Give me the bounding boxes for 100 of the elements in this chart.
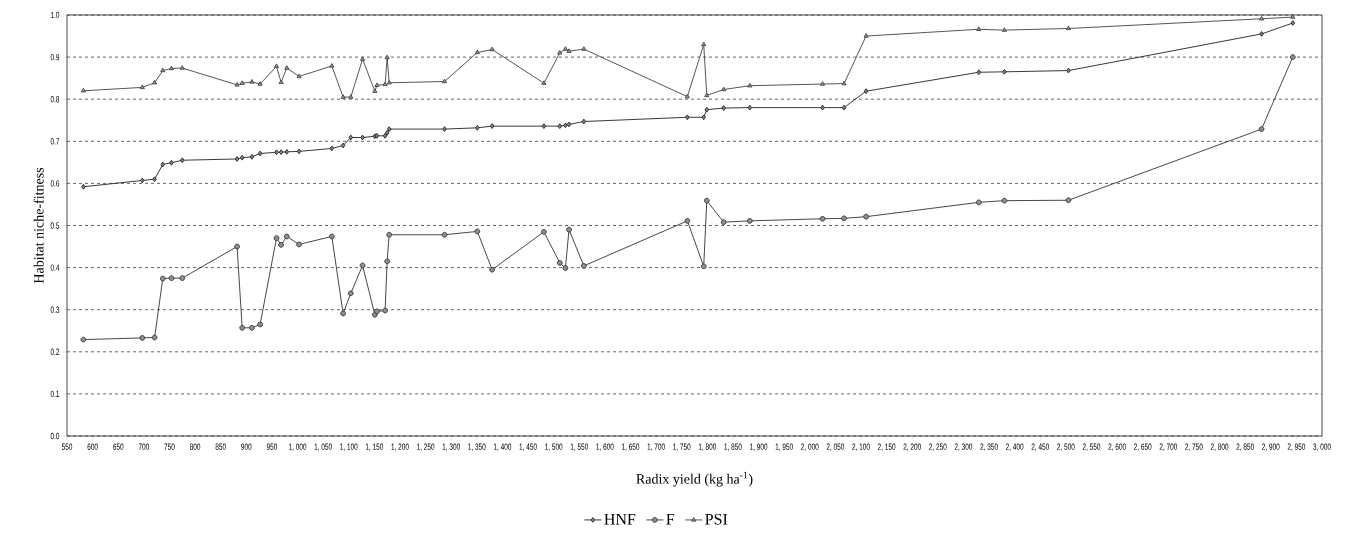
point — [139, 335, 146, 341]
point — [474, 228, 481, 235]
point — [1066, 67, 1071, 74]
point — [348, 134, 354, 141]
point — [841, 104, 847, 111]
point — [863, 88, 869, 95]
point — [747, 104, 753, 111]
point — [489, 123, 495, 129]
point — [152, 176, 157, 183]
point — [704, 106, 710, 113]
point — [581, 118, 587, 125]
x-tick-label: 1, 100 — [340, 443, 358, 451]
point — [382, 307, 388, 314]
x-tick-label: 1, 250 — [417, 443, 435, 451]
point — [863, 213, 869, 220]
point — [249, 154, 255, 160]
point — [239, 80, 245, 85]
point — [278, 79, 284, 85]
point — [374, 308, 380, 315]
point — [284, 65, 290, 70]
point — [441, 231, 448, 238]
point — [541, 80, 547, 85]
point — [160, 67, 166, 73]
point — [234, 82, 240, 87]
x-tick-label: 2, 000 — [801, 443, 819, 451]
point — [684, 218, 691, 224]
y-tick-label: 0.7 — [50, 138, 60, 145]
point — [721, 86, 727, 92]
point — [562, 265, 569, 271]
y-tick-label: 0.2 — [50, 348, 60, 355]
x-tick-label: 650 — [113, 443, 124, 450]
point — [374, 82, 380, 87]
point — [863, 33, 869, 38]
point — [347, 290, 354, 297]
x-tick-label: 1, 000 — [288, 443, 307, 451]
point — [340, 94, 346, 99]
x-tick-label: 2, 900 — [1262, 443, 1280, 451]
x-tick-label: 2, 150 — [877, 443, 896, 451]
point — [296, 241, 302, 248]
point — [296, 73, 302, 79]
legend-label: F — [666, 513, 675, 525]
point — [384, 258, 390, 265]
point — [720, 219, 727, 225]
point — [703, 197, 710, 204]
x-tick-label: 600 — [87, 443, 98, 450]
point — [557, 50, 563, 55]
point — [340, 142, 346, 149]
point — [489, 46, 495, 52]
point — [475, 124, 480, 131]
point — [976, 69, 982, 76]
point — [234, 156, 240, 162]
legend-label: HNF — [604, 513, 636, 525]
point — [278, 149, 284, 156]
x-tick-label: 2, 100 — [852, 443, 870, 451]
x-tick-label: 2, 800 — [1210, 443, 1229, 451]
point — [273, 235, 280, 241]
legend-label: PSI — [705, 513, 728, 525]
x-tick-label: 1, 450 — [519, 443, 537, 451]
point — [563, 122, 568, 129]
point — [360, 134, 365, 141]
point — [1002, 68, 1007, 75]
x-tick-label: 2, 300 — [954, 443, 973, 451]
point — [179, 275, 186, 281]
x-tick-label: 2, 550 — [1082, 443, 1101, 451]
point — [384, 130, 390, 136]
x-tick-label: 2, 400 — [1005, 443, 1024, 451]
point — [975, 199, 982, 206]
point — [489, 266, 496, 273]
point — [1001, 27, 1007, 32]
point — [159, 275, 166, 282]
y-tick-label: 0.5 — [50, 222, 60, 229]
point — [566, 48, 572, 53]
point — [704, 92, 710, 98]
point — [581, 263, 587, 269]
point — [329, 145, 335, 152]
y-tick-label: 0.8 — [50, 96, 60, 103]
point — [169, 159, 174, 166]
point — [257, 150, 263, 157]
point — [474, 49, 480, 55]
x-tick-label: 2, 500 — [1057, 443, 1075, 451]
point — [296, 148, 302, 155]
y-tick-label: 0.3 — [50, 306, 60, 313]
point — [257, 321, 263, 328]
point — [284, 148, 290, 155]
point — [541, 123, 547, 129]
x-tick-label: 1, 300 — [442, 443, 460, 451]
point — [566, 121, 572, 128]
point — [274, 149, 279, 156]
point — [841, 215, 847, 222]
x-tick-label: 2, 600 — [1108, 443, 1126, 451]
point — [442, 126, 447, 132]
point — [386, 231, 393, 238]
point — [168, 275, 175, 281]
point — [328, 233, 335, 240]
point — [382, 132, 388, 139]
point — [80, 336, 87, 343]
x-tick-label: 2, 200 — [903, 443, 921, 451]
point — [151, 334, 158, 341]
y-axis-title: Habitat niche-fitness — [33, 167, 44, 284]
point — [562, 46, 568, 51]
